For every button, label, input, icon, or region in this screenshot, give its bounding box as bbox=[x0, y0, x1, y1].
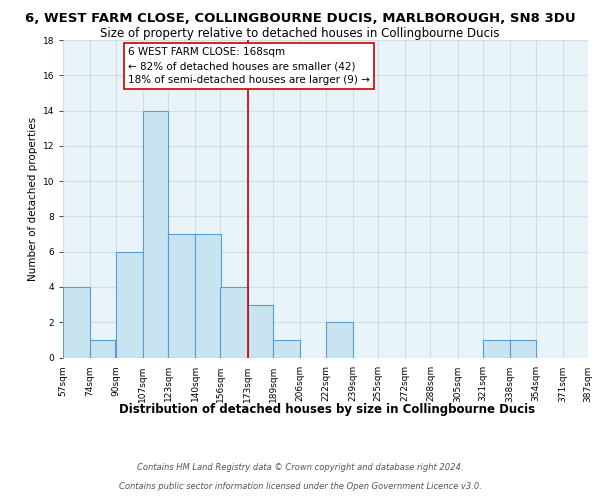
Text: Size of property relative to detached houses in Collingbourne Ducis: Size of property relative to detached ho… bbox=[100, 28, 500, 40]
Bar bbox=[510, 340, 536, 357]
Bar bbox=[325, 322, 353, 358]
Bar bbox=[483, 340, 510, 357]
Text: 6 WEST FARM CLOSE: 168sqm
← 82% of detached houses are smaller (42)
18% of semi-: 6 WEST FARM CLOSE: 168sqm ← 82% of detac… bbox=[128, 47, 370, 85]
Text: Contains public sector information licensed under the Open Government Licence v3: Contains public sector information licen… bbox=[119, 482, 481, 491]
Y-axis label: Number of detached properties: Number of detached properties bbox=[28, 116, 38, 281]
Text: Distribution of detached houses by size in Collingbourne Ducis: Distribution of detached houses by size … bbox=[119, 402, 535, 415]
Bar bbox=[221, 287, 248, 358]
Text: 6, WEST FARM CLOSE, COLLINGBOURNE DUCIS, MARLBOROUGH, SN8 3DU: 6, WEST FARM CLOSE, COLLINGBOURNE DUCIS,… bbox=[25, 12, 575, 26]
Bar bbox=[273, 340, 300, 357]
Bar bbox=[195, 234, 221, 358]
Text: Contains HM Land Registry data © Crown copyright and database right 2024.: Contains HM Land Registry data © Crown c… bbox=[137, 464, 463, 472]
Bar bbox=[90, 340, 115, 357]
Bar bbox=[248, 304, 273, 358]
Bar bbox=[168, 234, 195, 358]
Bar bbox=[115, 252, 143, 358]
Bar bbox=[143, 110, 168, 358]
Bar bbox=[63, 287, 90, 358]
